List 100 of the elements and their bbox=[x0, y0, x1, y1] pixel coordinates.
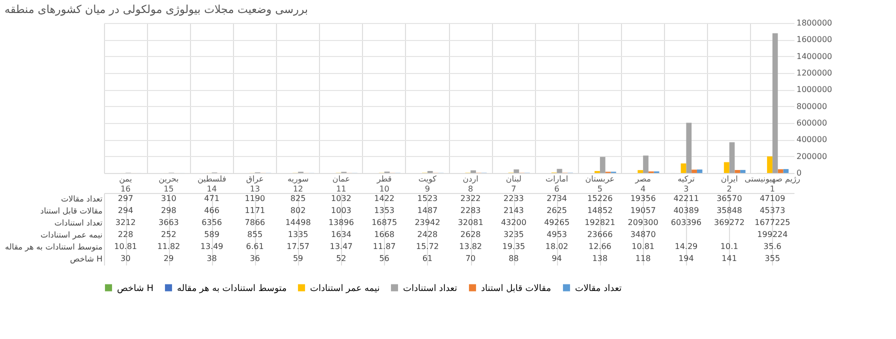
y-tick-label: 1400000 bbox=[796, 52, 832, 61]
data-label: 7866 bbox=[244, 218, 266, 227]
data-label: 19.35 bbox=[502, 242, 526, 251]
data-label: 10.81 bbox=[632, 242, 655, 251]
legend-label: مقالات قابل استناد bbox=[481, 284, 552, 294]
data-label: 199224 bbox=[757, 230, 788, 239]
data-label: 1032 bbox=[331, 194, 352, 203]
data-label: 2322 bbox=[460, 194, 481, 203]
data-label: 6356 bbox=[202, 218, 222, 227]
data-label: 4953 bbox=[546, 230, 567, 239]
y-tick-label: 200000 bbox=[796, 152, 828, 161]
y-tick-label: 0 bbox=[796, 168, 802, 178]
bar bbox=[740, 170, 746, 173]
data-label: 19057 bbox=[630, 206, 656, 215]
data-label: 466 bbox=[204, 206, 220, 215]
data-label: 15226 bbox=[587, 194, 613, 203]
data-label: 42211 bbox=[673, 194, 699, 203]
bar bbox=[767, 156, 772, 173]
data-label: 1190 bbox=[244, 194, 266, 203]
data-label: 10.1 bbox=[720, 242, 738, 251]
text: شاخص H bbox=[70, 254, 102, 264]
bar bbox=[643, 156, 648, 173]
data-label: 11.87 bbox=[372, 242, 396, 251]
data-label: 310 bbox=[161, 194, 176, 203]
data-label: 589 bbox=[204, 230, 220, 239]
data-label: 1422 bbox=[374, 194, 394, 203]
data-label: 13.47 bbox=[330, 242, 353, 251]
bar bbox=[734, 170, 740, 173]
data-label: 1677225 bbox=[754, 218, 790, 227]
data-label: 1668 bbox=[374, 230, 394, 239]
data-label: 36 bbox=[250, 254, 260, 263]
y-tick-label: 600000 bbox=[796, 118, 828, 128]
y-tick-label: 800000 bbox=[796, 102, 828, 111]
data-label: 12.66 bbox=[588, 242, 612, 251]
data-label: 1335 bbox=[288, 230, 308, 239]
data-label: 15.72 bbox=[416, 242, 439, 251]
data-label: 369272 bbox=[714, 218, 745, 227]
data-label: 36570 bbox=[716, 194, 742, 203]
data-label: 3212 bbox=[115, 218, 136, 227]
data-label: 11.82 bbox=[157, 242, 180, 251]
bar bbox=[686, 122, 692, 173]
data-label: 228 bbox=[118, 230, 134, 239]
data-label: 3663 bbox=[158, 218, 179, 227]
bar bbox=[724, 162, 730, 173]
text: مقالات قابل استناد bbox=[40, 206, 102, 216]
data-label: 209300 bbox=[628, 218, 658, 227]
bar bbox=[556, 168, 562, 173]
bar bbox=[470, 170, 476, 173]
data-label: 1634 bbox=[331, 230, 352, 239]
legend-label: تعداد مقالات bbox=[575, 284, 622, 294]
bar bbox=[680, 163, 686, 173]
data-label: 13.82 bbox=[459, 242, 482, 251]
data-label: 2233 bbox=[504, 194, 524, 203]
data-label: 2734 bbox=[546, 194, 567, 203]
data-label: 34870 bbox=[630, 230, 656, 239]
data-label: 194 bbox=[678, 254, 694, 263]
text: تعداد مقالات bbox=[61, 194, 102, 204]
data-label: 471 bbox=[204, 194, 220, 203]
text: نیمه عمر استنادات bbox=[40, 230, 102, 240]
bar bbox=[783, 169, 789, 173]
data-label: 47109 bbox=[760, 194, 786, 203]
data-label: 43200 bbox=[500, 218, 526, 227]
data-label: 2428 bbox=[417, 230, 438, 239]
y-tick-label: 1000000 bbox=[796, 85, 832, 94]
data-label: 855 bbox=[247, 230, 263, 239]
data-label: 802 bbox=[290, 206, 306, 215]
data-label: 94 bbox=[552, 254, 562, 263]
bar bbox=[778, 169, 784, 173]
bar bbox=[692, 170, 697, 173]
data-label: 2143 bbox=[504, 206, 524, 215]
data-label: 40389 bbox=[673, 206, 699, 215]
bar bbox=[638, 170, 644, 173]
data-label: 825 bbox=[290, 194, 306, 203]
data-label: 23942 bbox=[414, 218, 440, 227]
y-tick-label: 1800000 bbox=[796, 18, 832, 28]
data-label: 52 bbox=[336, 254, 346, 263]
text: متوسط استنادات به هر مقاله bbox=[5, 242, 102, 252]
data-label: 3235 bbox=[504, 230, 524, 239]
data-label: 23666 bbox=[587, 230, 613, 239]
data-label: 2628 bbox=[460, 230, 481, 239]
data-label: 29 bbox=[164, 254, 174, 263]
data-label: 49265 bbox=[544, 218, 570, 227]
bar bbox=[514, 169, 520, 173]
data-label: 2625 bbox=[546, 206, 567, 215]
data-label: 19356 bbox=[630, 194, 656, 203]
data-label: 45373 bbox=[760, 206, 786, 215]
data-label: 603396 bbox=[670, 218, 702, 227]
data-label: 38 bbox=[206, 254, 217, 263]
data-label: 355 bbox=[764, 254, 780, 263]
data-label: 141 bbox=[722, 254, 737, 263]
bar bbox=[696, 169, 702, 173]
data-label: 35848 bbox=[716, 206, 742, 215]
data-label: 1003 bbox=[331, 206, 352, 215]
data-label: 32081 bbox=[458, 218, 484, 227]
text: تعداد استنادات bbox=[54, 218, 102, 228]
data-label: 1171 bbox=[244, 206, 266, 215]
data-label: 30 bbox=[120, 254, 131, 263]
data-label: 17.57 bbox=[286, 242, 310, 251]
data-label: 192821 bbox=[584, 218, 616, 227]
data-label: 252 bbox=[161, 230, 176, 239]
